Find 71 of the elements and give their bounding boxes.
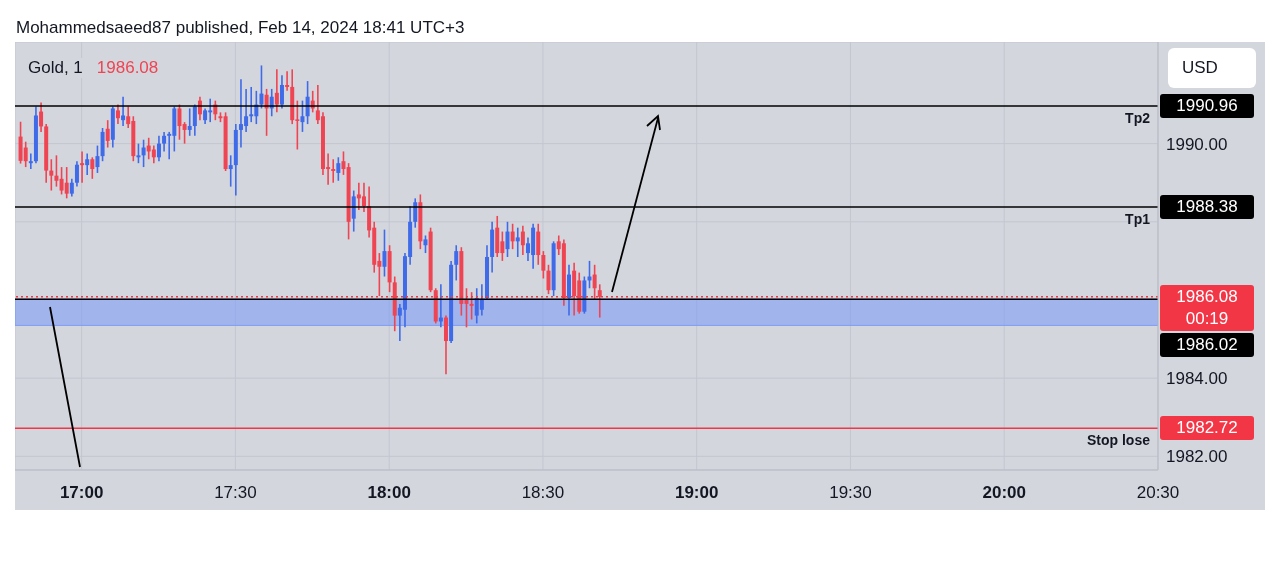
text: Gold, 1 xyxy=(28,58,83,77)
candlestick xyxy=(162,131,167,153)
candlestick xyxy=(382,228,387,278)
x-tick-label: 17:30 xyxy=(214,483,257,502)
chart-title: Mohammedsaeed87 published, Feb 14, 2024 18:41 UTC+3 xyxy=(16,18,465,38)
candlestick xyxy=(300,99,305,133)
candlestick xyxy=(64,166,69,200)
candlestick xyxy=(541,250,546,280)
candlestick xyxy=(479,283,484,317)
x-tick-label: 19:30 xyxy=(829,483,872,502)
candlestick xyxy=(279,74,284,110)
candlestick xyxy=(443,314,448,376)
candlestick xyxy=(85,152,90,176)
annotation: 1986.08 xyxy=(96,58,159,77)
candlestick xyxy=(259,64,264,110)
candlestick xyxy=(182,121,187,145)
ref-line-label: 1982.72 xyxy=(1160,416,1254,441)
candlestick xyxy=(249,86,254,123)
candlestick xyxy=(136,142,141,164)
text: 00:19 xyxy=(1184,308,1230,329)
candlestick xyxy=(274,68,279,114)
candlestick xyxy=(121,95,126,127)
candlestick xyxy=(520,224,525,256)
candlestick xyxy=(361,181,366,213)
ref-line-label: 1986.02 xyxy=(1160,332,1254,357)
candlestick xyxy=(187,107,192,137)
candlestick xyxy=(505,221,510,258)
candlestick xyxy=(90,156,95,180)
annotation: Tp1 xyxy=(1125,210,1150,227)
candlestick xyxy=(80,150,85,184)
candlestick xyxy=(105,119,110,149)
x-tick-label: 20:00 xyxy=(982,483,1026,502)
x-tick-label: 20:30 xyxy=(1136,483,1180,502)
candlestick xyxy=(351,189,356,233)
candlestick xyxy=(95,144,100,174)
candlestick xyxy=(567,263,571,317)
candlestick xyxy=(469,291,474,321)
ref-line-label: 1986.08 xyxy=(1175,285,1239,308)
candlestick xyxy=(39,101,44,133)
x-tick-label: 18:30 xyxy=(521,483,565,502)
candlestick xyxy=(592,263,597,301)
candlestick xyxy=(28,152,33,170)
text: USD xyxy=(1168,48,1256,88)
candlestick xyxy=(49,158,54,192)
candlestick xyxy=(597,283,602,319)
ref-line-label: 1988.38 xyxy=(1160,194,1254,219)
candlestick xyxy=(141,138,146,168)
x-tick-label: 19:00 xyxy=(674,483,719,502)
candlestick xyxy=(23,140,28,168)
x-tick-label: 17:00 xyxy=(59,483,104,502)
candlestick xyxy=(54,154,59,188)
candlestick xyxy=(331,158,336,184)
x-tick-label: 18:00 xyxy=(367,483,411,502)
ref-line-label: 1990.96 xyxy=(1160,94,1254,119)
annotation: Tp2 xyxy=(1125,110,1150,127)
candlestick xyxy=(285,70,290,92)
candlestick xyxy=(156,135,161,163)
y-tick-label: 1990.00 xyxy=(1166,134,1228,154)
candlestick xyxy=(510,222,515,250)
candlestick xyxy=(341,150,346,176)
candlestick xyxy=(546,263,551,295)
candlestick xyxy=(413,197,418,229)
y-tick-label: 1982.00 xyxy=(1166,447,1228,467)
candlestick xyxy=(536,222,541,266)
candlestick xyxy=(454,244,459,282)
candlestick xyxy=(336,156,341,182)
candlestick xyxy=(515,226,520,258)
annotation: Stop lose xyxy=(1086,432,1150,449)
y-tick-label: 1984.00 xyxy=(1166,369,1228,389)
candlestick xyxy=(228,154,233,188)
candlestick xyxy=(74,160,79,188)
